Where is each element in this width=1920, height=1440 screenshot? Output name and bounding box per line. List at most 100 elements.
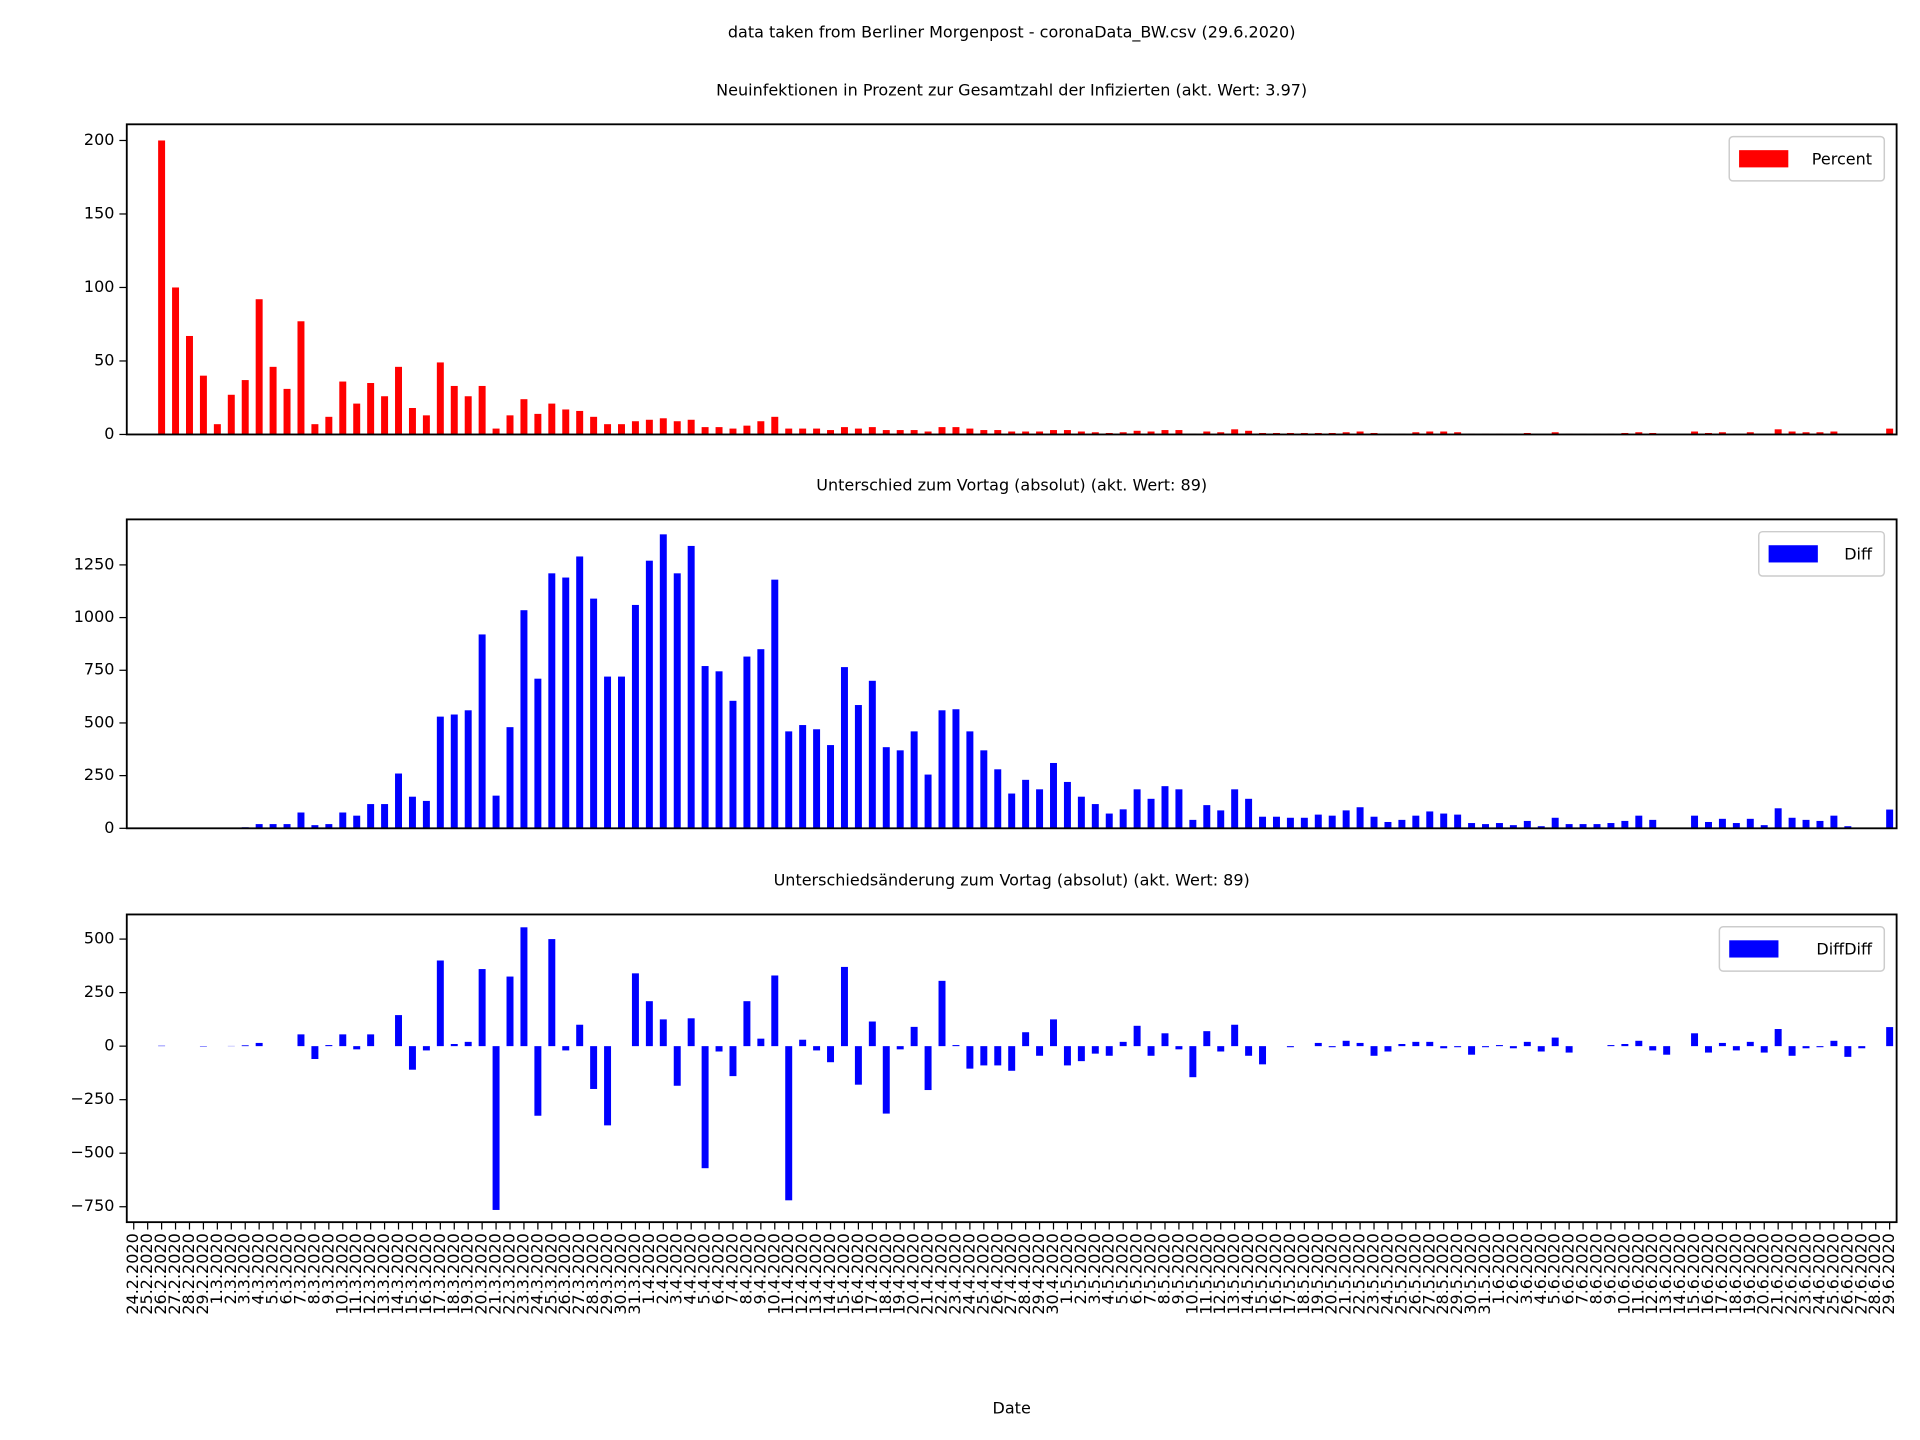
bar [590, 598, 598, 829]
x-tick-label: 23.3.2020 [513, 1233, 532, 1314]
x-tick-label: 15.6.2020 [1684, 1233, 1703, 1314]
bar [1328, 815, 1336, 829]
bar [701, 427, 709, 435]
x-tick-label: 4.5.2020 [1099, 1233, 1118, 1304]
bar [1161, 430, 1169, 435]
x-tick-label: 5.6.2020 [1545, 1233, 1564, 1304]
bar [408, 1046, 416, 1070]
bar [1718, 818, 1726, 829]
x-tick-label: 19.6.2020 [1740, 1233, 1759, 1314]
x-tick-label: 22.5.2020 [1350, 1233, 1369, 1314]
bar [868, 427, 876, 435]
x-tick-label: 16.4.2020 [848, 1233, 867, 1314]
x-tick-label: 8.4.2020 [736, 1233, 755, 1304]
bar [255, 824, 263, 829]
bar [1370, 816, 1378, 829]
x-tick-label: 16.3.2020 [416, 1233, 435, 1314]
bar [1398, 819, 1406, 829]
bar [868, 1021, 876, 1047]
bar [1426, 811, 1434, 829]
x-tick-label: 22.4.2020 [932, 1233, 951, 1314]
bar [395, 366, 403, 435]
bar [729, 1046, 737, 1077]
x-tick-label: 28.5.2020 [1433, 1233, 1452, 1314]
bar [771, 416, 779, 435]
bar [478, 634, 486, 829]
bar [1105, 813, 1113, 829]
x-tick-label: 27.5.2020 [1419, 1233, 1438, 1314]
bar [1231, 429, 1239, 435]
x-tick-label: 6.5.2020 [1127, 1233, 1146, 1304]
y-tick-label: 0 [104, 1036, 114, 1055]
x-tick-label: 16.6.2020 [1698, 1233, 1717, 1314]
bar [1788, 1046, 1796, 1056]
y-tick-label: 0 [104, 818, 114, 837]
bar [1468, 823, 1476, 829]
bar [1175, 789, 1183, 829]
chart-title: Unterschied zum Vortag (absolut) (akt. W… [816, 476, 1207, 495]
bar [1175, 430, 1183, 435]
bar [715, 1046, 723, 1052]
y-tick-label: 750 [84, 660, 115, 679]
bar [1022, 1032, 1030, 1047]
bar [827, 745, 835, 829]
x-tick-label: 31.5.2020 [1475, 1233, 1494, 1314]
bar [478, 969, 486, 1047]
bar [1203, 1031, 1211, 1047]
bar [506, 415, 514, 435]
bar [1231, 789, 1239, 829]
y-tick-label: 500 [84, 712, 115, 731]
bar [952, 1045, 960, 1047]
bar [213, 424, 221, 435]
x-tick-label: 30.5.2020 [1461, 1233, 1480, 1314]
x-tick-label: 9.5.2020 [1168, 1233, 1187, 1304]
bar [1802, 1046, 1810, 1049]
bar [1495, 823, 1503, 829]
x-tick-label: 28.2.2020 [179, 1233, 198, 1314]
x-tick-label: 27.3.2020 [569, 1233, 588, 1314]
y-tick-label: 1250 [74, 554, 115, 573]
bar [1022, 431, 1030, 435]
bar [1063, 1046, 1071, 1066]
bar [422, 415, 430, 435]
bar [339, 812, 347, 829]
x-tick-label: 11.5.2020 [1196, 1233, 1215, 1314]
bar [1412, 432, 1420, 435]
bar [604, 1046, 612, 1126]
bar [631, 421, 639, 435]
bar [1691, 815, 1699, 829]
bar [1161, 1033, 1169, 1047]
x-tick-label: 25.4.2020 [973, 1233, 992, 1314]
bar [757, 1038, 765, 1047]
bar [1718, 1042, 1726, 1047]
bar [813, 729, 821, 829]
bar [1133, 789, 1141, 829]
bar [813, 428, 821, 435]
bar [1384, 1046, 1392, 1052]
y-tick-label: 1000 [74, 607, 115, 626]
x-tick-label: 7.5.2020 [1141, 1233, 1160, 1304]
bar [339, 1034, 347, 1047]
x-tick-label: 21.4.2020 [918, 1233, 937, 1314]
bar [1732, 823, 1740, 829]
bar [1426, 431, 1434, 435]
x-tick-label: 7.4.2020 [722, 1233, 741, 1304]
bar [771, 975, 779, 1047]
bar [1440, 431, 1448, 435]
bar [1788, 431, 1796, 435]
bar [395, 1015, 403, 1047]
bar [297, 1034, 305, 1047]
bar [562, 409, 570, 435]
x-tick-label: 27.4.2020 [1001, 1233, 1020, 1314]
bar [1245, 1046, 1253, 1056]
bar [548, 939, 556, 1047]
bar [618, 424, 625, 435]
bar [743, 1001, 751, 1047]
y-tick-label: 0 [104, 424, 114, 443]
x-tick-label: 20.3.2020 [472, 1233, 491, 1314]
bar [450, 714, 458, 829]
bar [520, 399, 528, 435]
x-tick-label: 29.3.2020 [597, 1233, 616, 1314]
bar [1746, 1041, 1754, 1047]
x-tick-label: 22.6.2020 [1782, 1233, 1801, 1314]
